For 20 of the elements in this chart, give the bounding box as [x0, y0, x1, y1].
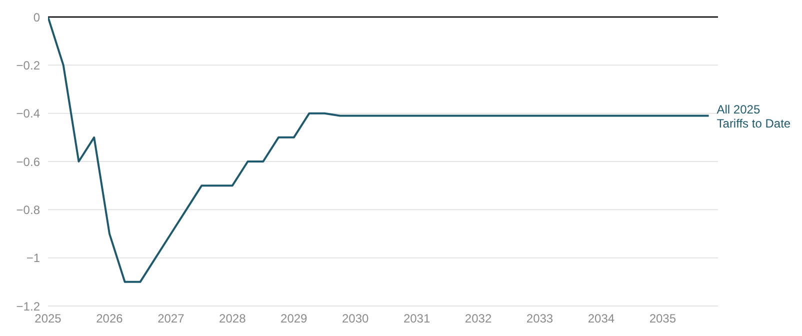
x-tick-label: 2027	[158, 312, 185, 326]
y-tick-label: −1.2	[16, 299, 40, 314]
line-series	[48, 17, 710, 283]
x-tick-label: 2030	[342, 312, 370, 326]
y-tick-label: −0.4	[16, 106, 40, 121]
x-tick-label: 2034	[588, 312, 615, 326]
y-tick-label: 0	[33, 10, 40, 24]
x-tick-label: 2033	[526, 312, 554, 326]
y-tick-label: −0.8	[16, 202, 40, 217]
x-tick-label: 2035	[649, 312, 676, 326]
x-tick-label: 2029	[280, 312, 308, 326]
x-tick-label: 2028	[219, 312, 246, 326]
x-tick-label: 2025	[34, 312, 62, 326]
y-tick-label: −0.6	[16, 154, 40, 169]
y-tick-label: −1	[26, 251, 40, 266]
x-tick-label: 2031	[403, 312, 430, 326]
x-tick-label: 2026	[96, 312, 124, 326]
x-tick-label: 2032	[464, 312, 492, 326]
y-tick-label: −0.2	[16, 58, 40, 72]
series-label: All 2025 Tariffs to Date	[716, 102, 791, 131]
